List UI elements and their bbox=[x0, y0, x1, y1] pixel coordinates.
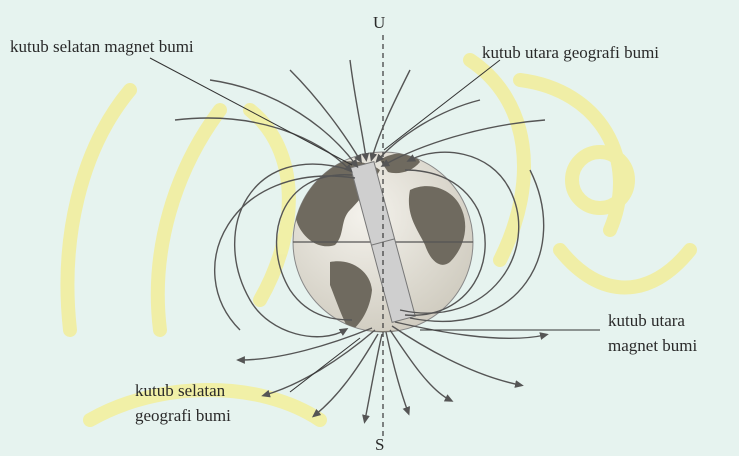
label-south-geographic-pole-line2: geografi bumi bbox=[135, 406, 231, 425]
label-south-geographic-pole-line1: kutub selatan bbox=[135, 381, 226, 400]
north-axis-label: U bbox=[373, 13, 386, 32]
leader-lines bbox=[149, 57, 600, 393]
label-north-magnetic-pole-line2: magnet bumi bbox=[608, 336, 698, 355]
watermark-calligraphy bbox=[60, 53, 697, 427]
south-axis-label: S bbox=[375, 435, 385, 454]
magnetic-field-lines bbox=[174, 59, 549, 424]
label-north-magnetic-pole-line1: kutub utara bbox=[608, 311, 685, 330]
label-north-geographic-pole: kutub utara geografi bumi bbox=[482, 43, 660, 62]
label-south-magnetic-pole: kutub selatan magnet bumi bbox=[10, 37, 194, 56]
